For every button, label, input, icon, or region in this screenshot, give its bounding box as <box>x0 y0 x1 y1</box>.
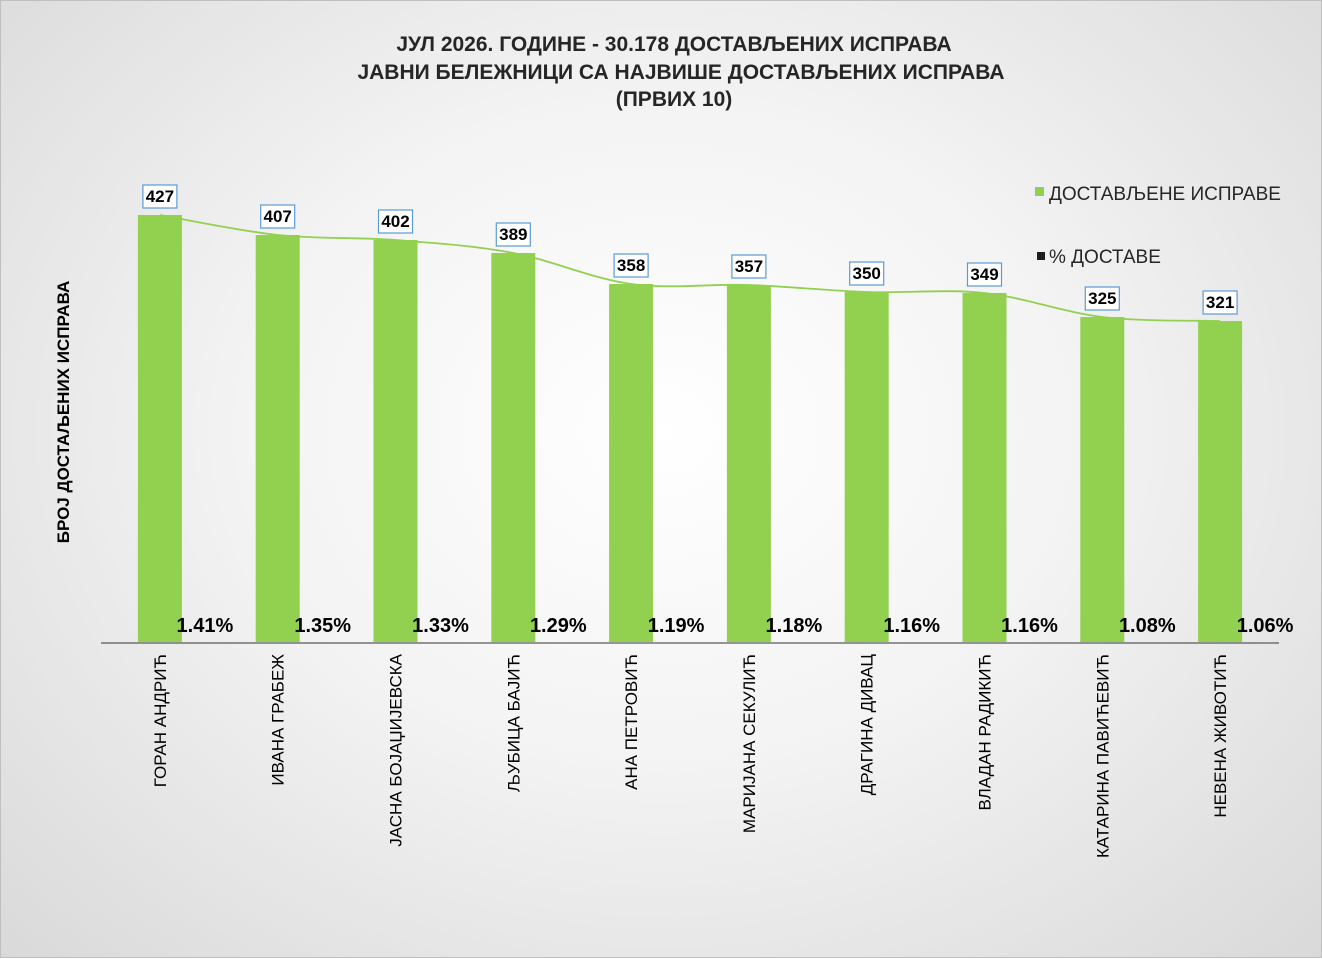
value-label-5: 358 <box>617 256 645 275</box>
bars-layer <box>137 215 1243 642</box>
category-label-9: КАТАРИНА ПАВИЋЕВИЋ <box>1093 654 1112 858</box>
bar-1 <box>137 215 182 642</box>
value-label-8: 349 <box>970 265 998 284</box>
value-label-3: 402 <box>381 212 409 231</box>
value-label-box-4 <box>495 222 531 247</box>
legend-label-bars: ДОСТАВЉЕНЕ ИСПРАВЕ <box>1049 184 1281 205</box>
category-label-6: МАРИЈАНА СЕКУЛИЋ <box>740 654 759 833</box>
percent-label-9: 1.08% <box>1119 615 1176 637</box>
value-label-box-8 <box>966 262 1003 287</box>
legend-swatch-percent <box>1037 252 1045 260</box>
labels-layer: 427 1.41% ГОРАН АНДРИЋ 407 1.35% ИВАНА ГРАБЕЖ… <box>142 184 1294 858</box>
bar-2 <box>255 235 300 642</box>
category-label-7: ДРАГИНА ДИВАЦ <box>858 654 877 796</box>
value-label-box-7 <box>849 261 885 286</box>
bar-9 <box>1080 317 1125 642</box>
chart-title: ЈУЛ 2026. ГОДИНЕ - 30.178 ДОСТАВЉЕНИХ ИС… <box>357 33 1004 111</box>
bar-5 <box>609 284 654 642</box>
percent-label-6: 1.18% <box>766 615 823 637</box>
value-label-box-9 <box>1084 286 1120 311</box>
y-axis-label: БРОЈ ДОСТАЉЕНИХ ИСПРАВА <box>54 281 73 544</box>
value-label-box-5 <box>613 253 649 278</box>
category-label-8: ВЛАДАН РАДИКИЋ <box>976 654 995 811</box>
trend-line <box>159 214 1221 322</box>
value-label-10: 321 <box>1206 293 1234 312</box>
chart-title-line-1: ЈУЛ 2026. ГОДИНЕ - 30.178 ДОСТАВЉЕНИХ ИС… <box>396 33 951 56</box>
bar-7 <box>844 292 889 642</box>
percent-label-4: 1.29% <box>530 615 587 637</box>
percent-label-8: 1.16% <box>1001 615 1058 637</box>
chart-title-line-2: ЈАВНИ БЕЛЕЖНИЦИ СА НАЈВИШЕ ДОСТАВЉЕНИХ И… <box>357 61 1004 84</box>
value-label-box-2 <box>260 204 296 229</box>
value-label-7: 350 <box>853 264 881 283</box>
percent-label-2: 1.35% <box>294 615 351 637</box>
value-label-box-10 <box>1202 290 1238 315</box>
category-label-5: АНА ПЕТРОВИЋ <box>622 654 641 790</box>
bar-3 <box>373 240 418 642</box>
percent-label-3: 1.33% <box>412 615 469 637</box>
bar-8 <box>962 293 1007 642</box>
bar-10 <box>1198 321 1243 642</box>
category-label-2: ИВАНА ГРАБЕЖ <box>269 654 288 786</box>
value-label-box-1 <box>142 184 178 209</box>
legend-label-percent: % ДОСТАВЕ <box>1049 247 1161 268</box>
chart-title-line-3: (ПРВИХ 10) <box>616 88 733 111</box>
percent-label-7: 1.16% <box>883 615 940 637</box>
bar-4 <box>491 253 536 642</box>
category-label-1: ГОРАН АНДРИЋ <box>151 654 170 787</box>
value-label-1: 427 <box>146 187 174 206</box>
legend-swatch-bars <box>1035 187 1044 196</box>
percent-label-5: 1.19% <box>648 615 705 637</box>
category-label-10: НЕВЕНА ЖИВОТИЋ <box>1211 654 1230 818</box>
bar-6 <box>726 285 771 642</box>
value-label-9: 325 <box>1088 289 1116 308</box>
category-label-4: ЉУБИЦА БАЈИЋ <box>504 654 523 792</box>
category-label-3: ЈАСНА БОЈАЏИЈЕВСКА <box>387 653 406 846</box>
legend: ДОСТАВЉЕНЕ ИСПРАВЕ % ДОСТАВЕ <box>1035 184 1281 268</box>
value-label-2: 407 <box>264 207 292 226</box>
percent-label-10: 1.06% <box>1237 615 1294 637</box>
value-label-box-6 <box>731 254 767 279</box>
value-label-4: 389 <box>499 225 527 244</box>
percent-label-1: 1.41% <box>177 615 234 637</box>
value-label-6: 357 <box>735 257 763 276</box>
value-label-box-3 <box>377 209 414 234</box>
